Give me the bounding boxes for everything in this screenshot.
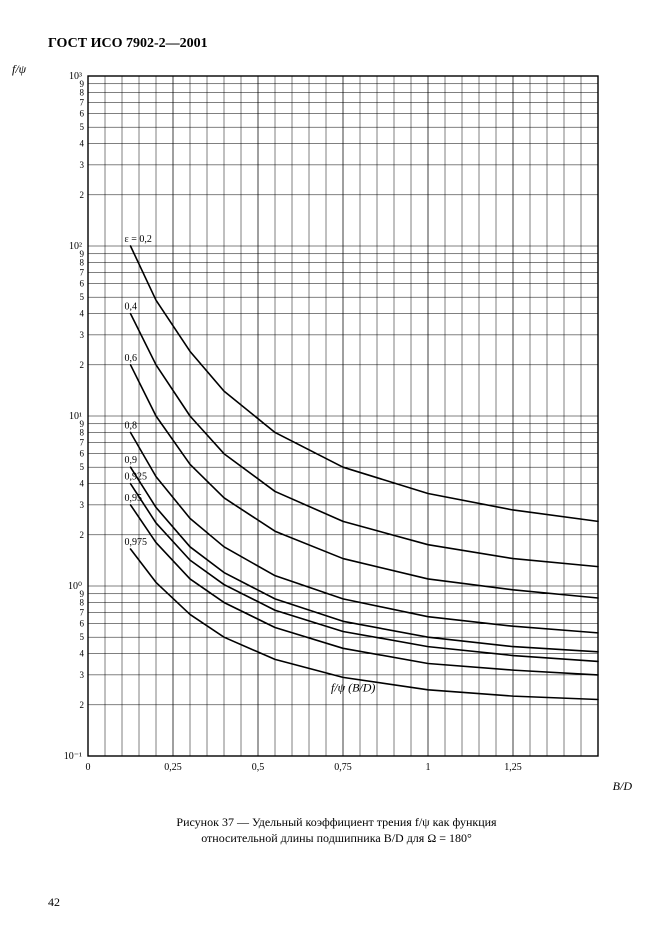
y-mantissa-label: 3: [80, 160, 85, 170]
y-decade-label: 10³: [69, 71, 82, 82]
y-mantissa-label: 5: [80, 632, 85, 642]
x-tick-label: 1,25: [504, 762, 522, 773]
y-mantissa-label: 6: [80, 279, 85, 289]
y-mantissa-label: 6: [80, 619, 85, 629]
series-label: 0,6: [125, 353, 138, 364]
y-mantissa-label: 4: [80, 479, 85, 489]
page: ГОСТ ИСО 7902-2—2001 f/ψ ε = 0,2 0,4 0,6 0,…: [0, 0, 661, 936]
y-mantissa-label: 7: [80, 97, 85, 107]
y-decade-label: 10⁻¹: [64, 751, 82, 762]
series-label: 0,925: [125, 472, 148, 483]
document-header: ГОСТ ИСО 7902-2—2001: [48, 36, 625, 52]
series-label: 0,4: [125, 302, 138, 313]
y-decade-label: 10⁰: [68, 581, 82, 592]
series-label: 0,8: [125, 420, 138, 431]
x-tick-label: 0,25: [164, 762, 182, 773]
y-mantissa-label: 8: [80, 597, 85, 607]
y-mantissa-label: 8: [80, 427, 85, 437]
caption-line-1: Рисунок 37 — Удельный коэффициент трения…: [176, 815, 496, 829]
series-label: 0,9: [125, 455, 138, 466]
x-tick-label: 0: [86, 762, 91, 773]
y-mantissa-label: 7: [80, 267, 85, 277]
series-label: 0,95: [125, 493, 143, 504]
y-mantissa-label: 3: [80, 500, 85, 510]
y-mantissa-label: 5: [80, 122, 85, 132]
y-mantissa-label: 6: [80, 449, 85, 459]
y-mantissa-label: 7: [80, 437, 85, 447]
y-mantissa-label: 2: [80, 360, 85, 370]
y-axis-title: f/ψ: [12, 62, 26, 77]
y-mantissa-label: 3: [80, 670, 85, 680]
figure-caption: Рисунок 37 — Удельный коэффициент трения…: [48, 814, 625, 846]
y-mantissa-label: 7: [80, 607, 85, 617]
y-mantissa-label: 6: [80, 109, 85, 119]
y-decade-label: 10²: [69, 241, 82, 252]
inline-formula: f/ψ (B/D): [331, 680, 375, 694]
caption-line-2: относительной длины подшипника B/D для Ω…: [201, 831, 472, 845]
y-mantissa-label: 5: [80, 462, 85, 472]
y-mantissa-label: 4: [80, 309, 85, 319]
x-tick-label: 0,5: [252, 762, 265, 773]
y-mantissa-label: 8: [80, 257, 85, 267]
y-mantissa-label: 4: [80, 649, 85, 659]
x-tick-label: 0,75: [334, 762, 352, 773]
y-mantissa-label: 2: [80, 530, 85, 540]
series-label: ε = 0,2: [125, 234, 152, 245]
y-mantissa-label: 5: [80, 292, 85, 302]
y-mantissa-label: 2: [80, 700, 85, 710]
x-tick-label: 1: [426, 762, 431, 773]
series-label: 0,975: [125, 537, 148, 548]
y-decade-label: 10¹: [69, 411, 82, 422]
y-mantissa-label: 3: [80, 330, 85, 340]
page-number: 42: [48, 895, 60, 910]
y-mantissa-label: 2: [80, 190, 85, 200]
x-axis-title: B/D: [613, 779, 632, 794]
y-mantissa-label: 8: [80, 87, 85, 97]
chart-area: f/ψ ε = 0,20,40,60,80,90,9250,950,97500,…: [48, 66, 608, 786]
y-mantissa-label: 4: [80, 139, 85, 149]
friction-chart: ε = 0,2 0,4 0,6 0,8 0,9 0,925 0,95 0,975 0 0,25 0,…: [48, 66, 608, 786]
